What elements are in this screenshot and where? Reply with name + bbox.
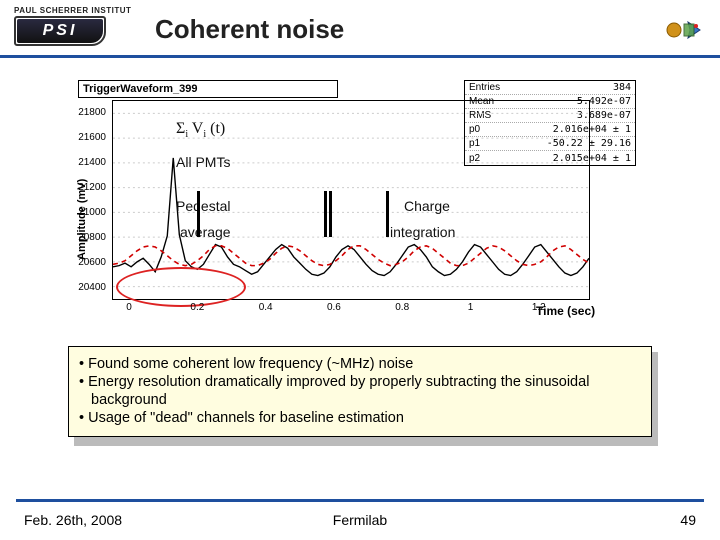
x-tick: 0.6: [327, 302, 341, 313]
y-tick: 21200: [66, 182, 106, 193]
meg-detector-icon: [666, 18, 702, 42]
psi-logo-block: PAUL SCHERRER INSTITUT PSI: [14, 6, 131, 46]
sigma-formula: Σi Vi (t): [176, 120, 225, 140]
x-tick: 1: [468, 302, 474, 313]
charge-label-2: integration: [390, 224, 455, 240]
y-tick: 21000: [66, 207, 106, 218]
x-tick: 0: [126, 302, 132, 313]
slide-title: Coherent noise: [155, 14, 344, 45]
header: PAUL SCHERRER INSTITUT PSI Coherent nois…: [0, 0, 720, 58]
charge-label-1: Charge: [404, 198, 450, 214]
pedestal-region-marker: [197, 191, 327, 237]
y-tick: 20600: [66, 257, 106, 268]
x-tick: 0.8: [395, 302, 409, 313]
psi-logo: PSI: [14, 16, 106, 46]
charge-region-marker: [329, 191, 389, 237]
y-tick: 20400: [66, 282, 106, 293]
plot-title: TriggerWaveform_399: [78, 80, 338, 98]
y-tick: 21400: [66, 157, 106, 168]
bullet-item: • Usage of "dead" channels for baseline …: [79, 409, 641, 427]
page-number: 49: [680, 512, 696, 528]
x-tick: 0.4: [259, 302, 273, 313]
stats-row: Entries384: [465, 81, 635, 95]
footer: Feb. 26th, 2008 Fermilab 49: [0, 508, 720, 532]
x-tick: 1.2: [532, 302, 546, 313]
bullet-item: • Found some coherent low frequency (~MH…: [79, 355, 641, 373]
pedestal-highlight-ellipse: [116, 267, 246, 307]
x-tick: 0.2: [190, 302, 204, 313]
all-pmts-label: All PMTs: [176, 154, 230, 170]
y-tick: 20800: [66, 232, 106, 243]
findings-box: • Found some coherent low frequency (~MH…: [68, 346, 652, 437]
footer-date: Feb. 26th, 2008: [24, 512, 122, 528]
institute-name: PAUL SCHERRER INSTITUT: [14, 6, 131, 15]
y-tick: 21800: [66, 107, 106, 118]
y-tick: 21600: [66, 132, 106, 143]
bullet-item: • Energy resolution dramatically improve…: [79, 373, 641, 409]
footer-venue: Fermilab: [333, 512, 387, 528]
psi-logo-text: PSI: [43, 22, 78, 40]
footer-divider: [16, 499, 704, 502]
